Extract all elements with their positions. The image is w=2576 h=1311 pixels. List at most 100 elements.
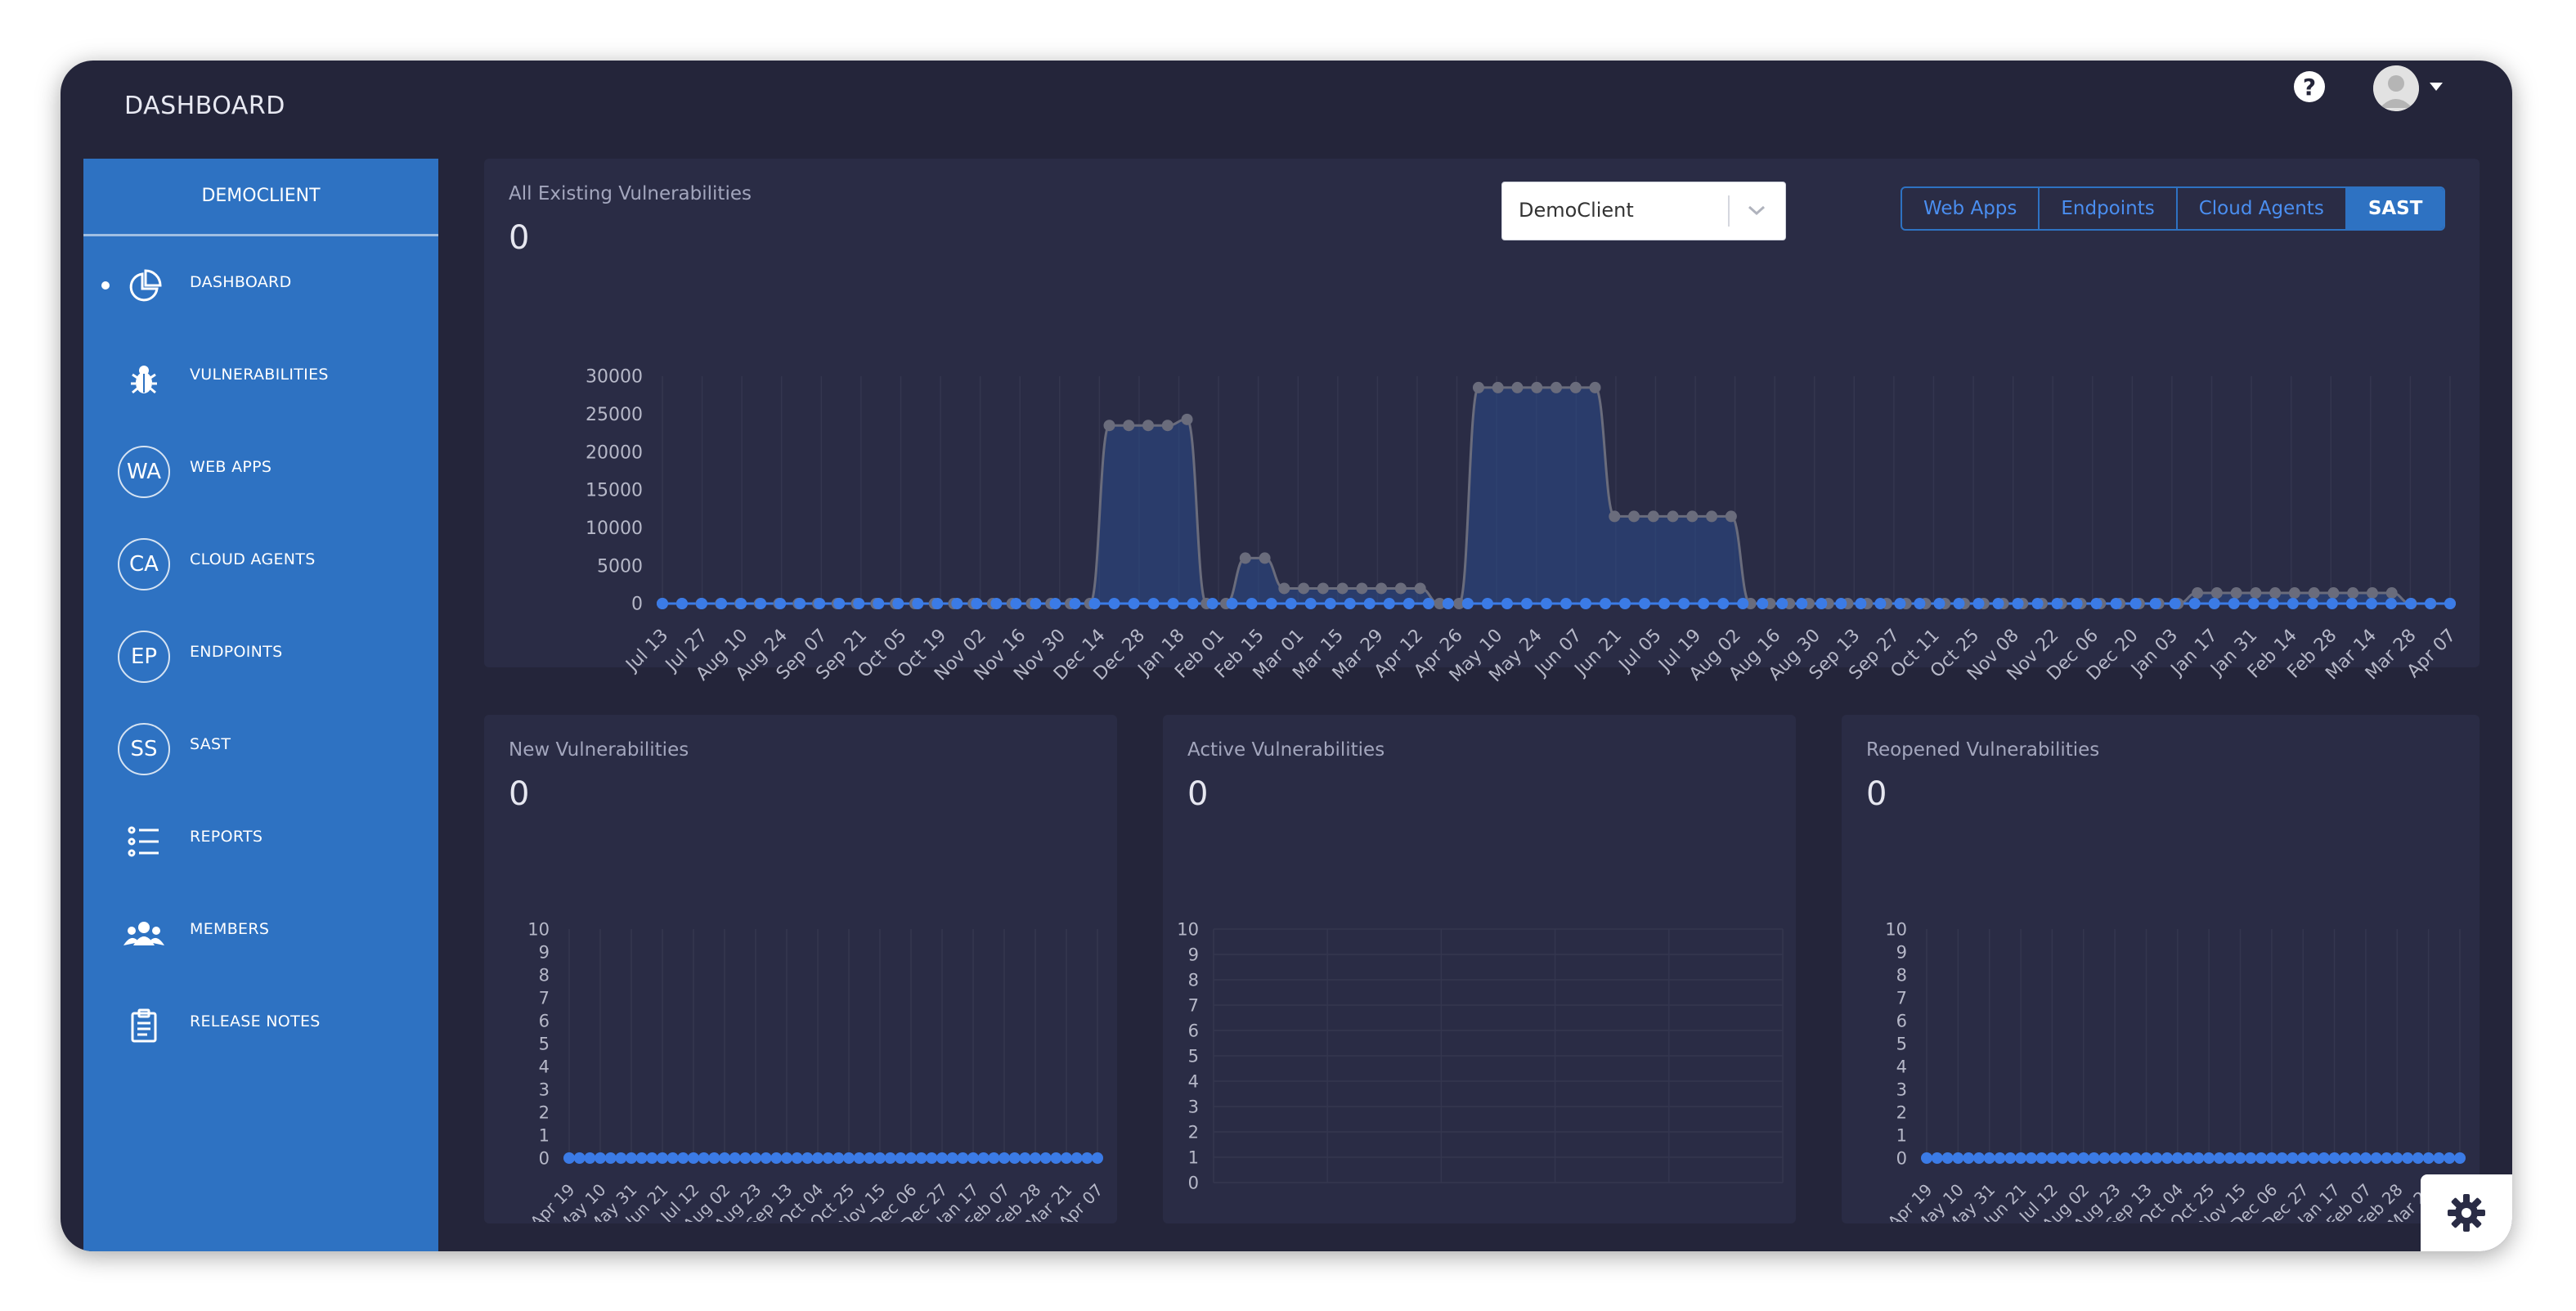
y-tick-label: 7 [539, 988, 550, 1008]
data-point [1226, 598, 1238, 609]
sidebar-item-sast[interactable]: SS SAST [83, 719, 438, 811]
y-tick-label: 0 [1188, 1173, 1199, 1192]
data-point [1434, 598, 1446, 609]
data-point [1894, 598, 1906, 609]
y-tick-label: 6 [539, 1011, 550, 1030]
active-vulnerabilities-chart: 012345678910UrgentCriticalSeriousMediumM… [1177, 919, 1784, 1192]
data-point [990, 598, 1003, 609]
data-point [2169, 598, 2181, 609]
data-point [604, 1152, 617, 1164]
panel-title: Reopened Vulnerabilities [1866, 739, 2100, 761]
data-point [951, 598, 963, 609]
data-point [2109, 1152, 2121, 1164]
data-point [1551, 381, 1562, 393]
data-point [971, 598, 983, 609]
data-point [1992, 598, 2004, 609]
data-point [2234, 1152, 2246, 1164]
sidebar-item-vulnerabilities[interactable]: VULNERABILITIES [83, 349, 438, 442]
sidebar-item-label: SAST [190, 735, 231, 753]
data-point [2051, 598, 2063, 609]
data-point [1356, 582, 1368, 595]
data-point [2444, 1152, 2456, 1164]
data-point [814, 598, 826, 609]
sidebar-item-endpoints[interactable]: EP ENDPOINTS [83, 626, 438, 719]
sidebar-item-release-notes[interactable]: RELEASE NOTES [83, 996, 438, 1089]
sidebar-item-cloud-agents[interactable]: CA CLOUD AGENTS [83, 534, 438, 626]
avatar[interactable] [2373, 65, 2419, 111]
sidebar-item-label: REPORTS [190, 828, 263, 846]
data-point [2119, 1152, 2131, 1164]
list-icon [118, 815, 170, 868]
chevron-down-icon[interactable] [2429, 82, 2444, 92]
data-point [1461, 598, 1474, 609]
data-point [716, 598, 728, 609]
y-tick-label: 1 [1188, 1147, 1199, 1167]
svg-text:?: ? [2303, 74, 2316, 101]
data-point [926, 1152, 938, 1164]
sidebar-item-reports[interactable]: REPORTS [83, 811, 438, 904]
sidebar-item-dashboard[interactable]: DASHBOARD [83, 257, 438, 349]
data-point [1336, 582, 1349, 595]
y-tick-label: 8 [1896, 965, 1907, 985]
data-point [677, 1152, 689, 1164]
y-tick-label: 2 [1896, 1102, 1907, 1122]
data-point [1181, 413, 1193, 425]
data-point [1698, 598, 1710, 609]
data-point [1070, 1152, 1083, 1164]
data-point [2287, 1152, 2299, 1164]
data-point [2433, 1152, 2445, 1164]
data-point [1921, 1152, 1932, 1164]
y-tick-label: 30000 [586, 367, 643, 388]
data-point [2012, 598, 2024, 609]
data-point [1560, 598, 1573, 609]
data-point [2046, 1152, 2058, 1164]
data-point [999, 1152, 1010, 1164]
data-point [833, 598, 846, 609]
data-point [1952, 1152, 1964, 1164]
data-point [2088, 1152, 2100, 1164]
data-point [2255, 1152, 2268, 1164]
data-point [2025, 1152, 2037, 1164]
y-tick-label: 20000 [586, 442, 643, 463]
data-point [905, 1152, 917, 1164]
sidebar-item-web-apps[interactable]: WA WEB APPS [83, 442, 438, 534]
data-point [2385, 598, 2397, 609]
data-point [2422, 1152, 2435, 1164]
data-point [2288, 587, 2300, 599]
data-point [1589, 381, 1601, 393]
filter-tab-endpoints[interactable]: Endpoints [2040, 188, 2178, 229]
data-point [2015, 1152, 2027, 1164]
filter-tab-cloud-agents[interactable]: Cloud Agents [2178, 188, 2347, 229]
data-point [1941, 1152, 1954, 1164]
y-tick-label: 25000 [586, 405, 643, 425]
data-point [2359, 1152, 2372, 1164]
data-point [1639, 598, 1651, 609]
data-point [946, 1152, 958, 1164]
data-point [735, 598, 747, 609]
data-point [781, 1152, 792, 1164]
panel-title: New Vulnerabilities [509, 739, 689, 761]
data-point [1706, 510, 1718, 523]
filter-tab-sast[interactable]: SAST [2346, 188, 2444, 229]
sidebar-item-label: CLOUD AGENTS [190, 550, 316, 568]
data-point [1647, 510, 1659, 523]
data-point [1039, 1152, 1052, 1164]
sidebar-item-members[interactable]: MEMBERS [83, 904, 438, 996]
sidebar-item-label: WEB APPS [190, 458, 272, 476]
filter-tab-web-apps[interactable]: Web Apps [1902, 188, 2040, 229]
data-point [2067, 1152, 2079, 1164]
data-point [1394, 582, 1407, 595]
data-point [1815, 598, 1828, 609]
help-icon[interactable]: ? [2280, 65, 2339, 124]
data-point [2192, 1152, 2205, 1164]
data-point [1737, 598, 1749, 609]
client-select-value: DemoClient [1519, 199, 1634, 222]
data-point [2327, 587, 2340, 599]
y-tick-label: 9 [1188, 945, 1199, 964]
client-select[interactable]: DemoClient [1501, 182, 1786, 240]
data-point [2269, 587, 2282, 599]
settings-button[interactable] [2421, 1174, 2512, 1251]
sidebar-item-label: DASHBOARD [190, 273, 292, 291]
data-point [864, 1152, 876, 1164]
